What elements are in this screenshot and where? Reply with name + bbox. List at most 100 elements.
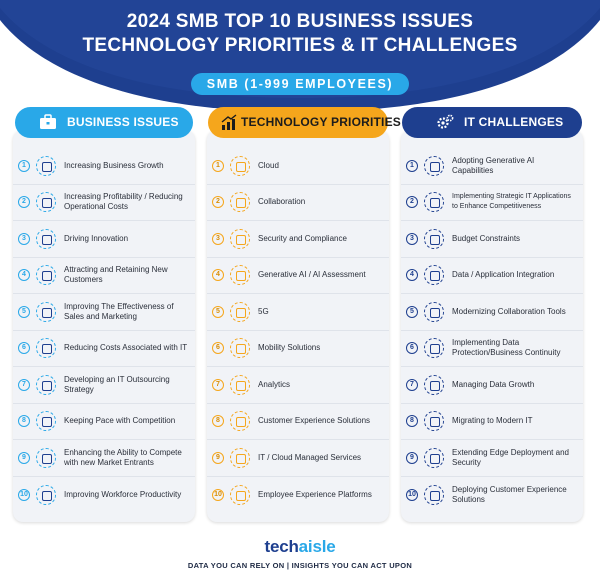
rank-badge: 5 (18, 305, 30, 318)
outsourcing-icon (36, 374, 56, 395)
item-text: Modernizing Collaboration Tools (452, 306, 566, 316)
list-item: 8 Migrating to Modern IT (401, 404, 583, 440)
item-text: Adopting Generative AI Capabilities (452, 155, 535, 175)
item-text: IT / Cloud Managed Services (258, 452, 362, 462)
productivity-icon (36, 484, 56, 505)
rank-badge: 9 (406, 451, 418, 464)
list-item: 6 Implementing Data Protection/Business C… (401, 331, 583, 367)
list-item: 4 Attracting and Retaining New Customers (13, 258, 195, 294)
collaboration-icon (230, 192, 250, 213)
list-item: 7 Managing Data Growth (401, 367, 583, 404)
ai-icon (424, 155, 444, 176)
rank-badge: 10 (406, 488, 418, 501)
migration-icon (424, 411, 444, 432)
list-item: 9 IT / Cloud Managed Services (207, 440, 389, 477)
list-item: 9 Enhancing the Ability to Compete with n… (13, 440, 195, 477)
profit-icon (36, 192, 56, 213)
item-text: Keeping Pace with Competition (64, 416, 176, 426)
brand-part-1: tech (264, 537, 299, 556)
item-text: 5G (258, 306, 269, 316)
item-text: Data / Application Integration (452, 270, 555, 280)
list-item: 2 Collaboration (207, 185, 389, 221)
item-text: Security and Compliance (258, 233, 347, 243)
rank-badge: 7 (212, 378, 224, 391)
item-text: Enhancing the Ability to Compete with ne… (64, 447, 182, 467)
list-item: 1 Adopting Generative AI Capabilities (401, 148, 583, 185)
signal-icon (230, 301, 250, 322)
item-text: Increasing Profitability / Reducing Oper… (64, 192, 183, 212)
customer-experience-icon (424, 484, 444, 505)
list-item: 8 Keeping Pace with Competition (13, 404, 195, 440)
rank-badge: 7 (18, 378, 30, 391)
column-title: IT CHALLENGES (464, 115, 564, 129)
list-item: 3 Budget Constraints (401, 221, 583, 258)
rank-badge: 8 (18, 415, 30, 428)
rank-badge: 4 (18, 269, 30, 282)
competition-icon (36, 411, 56, 432)
page-title: 2024 SMB TOP 10 BUSINESS ISSUES TECHNOLO… (0, 10, 600, 58)
it-challenges-list: 1 Adopting Generative AI Capabilities 2 Im… (401, 148, 583, 513)
business-issues-header: BUSINESS ISSUES (15, 107, 193, 138)
item-text: Reducing Costs Associated with IT (64, 343, 188, 353)
data-protection-icon (424, 338, 444, 359)
rank-badge: 4 (212, 269, 224, 282)
managed-services-icon (230, 447, 250, 468)
it-challenges-header: IT CHALLENGES (402, 107, 582, 138)
marketing-icon (36, 301, 56, 322)
rank-badge: 6 (18, 342, 30, 355)
rank-badge: 1 (406, 159, 418, 172)
list-item: 6 Mobility Solutions (207, 331, 389, 367)
briefcase-icon (40, 114, 56, 129)
data-growth-icon (424, 374, 444, 395)
collaboration-icon (424, 301, 444, 322)
edge-icon (424, 447, 444, 468)
application-icon (424, 192, 444, 213)
rank-badge: 2 (212, 196, 224, 209)
cost-icon (36, 338, 56, 359)
title-line-2: TECHNOLOGY PRIORITIES & IT CHALLENGES (82, 35, 518, 56)
item-text: Employee Experience Platforms (258, 489, 372, 499)
rank-badge: 10 (18, 488, 30, 501)
list-item: 2 Implementing Strategic IT Applications … (401, 185, 583, 221)
growth-icon (36, 155, 56, 176)
brand-logo: techaisle (0, 537, 600, 557)
rank-badge: 9 (212, 451, 224, 464)
list-item: 9 Extending Edge Deployment and Security (401, 440, 583, 477)
rank-badge: 3 (406, 232, 418, 245)
growth-chart-icon (221, 114, 237, 130)
item-text: Collaboration (258, 197, 306, 207)
list-item: 4 Data / Application Integration (401, 258, 583, 294)
list-item: 10 Employee Experience Platforms (207, 477, 389, 514)
gears-icon (437, 114, 454, 129)
item-text: Implementing Strategic IT Applications t… (452, 193, 571, 211)
technology-priorities-header: TECHNOLOGY PRIORITIES (208, 107, 401, 138)
cloud-icon (230, 155, 250, 176)
item-text: Cloud (258, 160, 279, 170)
technology-priorities-column: 1 Cloud 2 Collaboration 3 Security and Comp… (207, 130, 389, 522)
item-text: Developing an IT Outsourcing Strategy (64, 374, 170, 394)
item-text: Customer Experience Solutions (258, 416, 371, 426)
segment-badge: SMB (1-999 EMPLOYEES) (191, 73, 409, 95)
column-title: BUSINESS ISSUES (67, 115, 179, 129)
item-text: Mobility Solutions (258, 343, 321, 353)
rank-badge: 9 (18, 451, 30, 464)
customers-icon (36, 265, 56, 286)
customer-icon (230, 411, 250, 432)
list-item: 2 Increasing Profitability / Reducing Ope… (13, 185, 195, 221)
rank-badge: 1 (212, 159, 224, 172)
title-line-1: 2024 SMB TOP 10 BUSINESS ISSUES (126, 11, 474, 32)
item-text: Improving The Effectiveness of Sales and… (64, 301, 174, 321)
list-item: 5 5G (207, 294, 389, 331)
item-text: Deploying Customer Experience Solutions (452, 484, 567, 504)
technology-priorities-list: 1 Cloud 2 Collaboration 3 Security and Comp… (207, 148, 389, 513)
employee-icon (230, 484, 250, 505)
item-text: Extending Edge Deployment and Security (452, 447, 569, 467)
item-text: Budget Constraints (452, 233, 521, 243)
item-text: Improving Workforce Productivity (64, 489, 182, 499)
rank-badge: 5 (406, 305, 418, 318)
rank-badge: 8 (212, 415, 224, 428)
item-text: Driving Innovation (64, 233, 129, 243)
rank-badge: 6 (212, 342, 224, 355)
item-text: Generative AI / AI Assessment (258, 270, 366, 280)
item-text: Migrating to Modern IT (452, 416, 533, 426)
